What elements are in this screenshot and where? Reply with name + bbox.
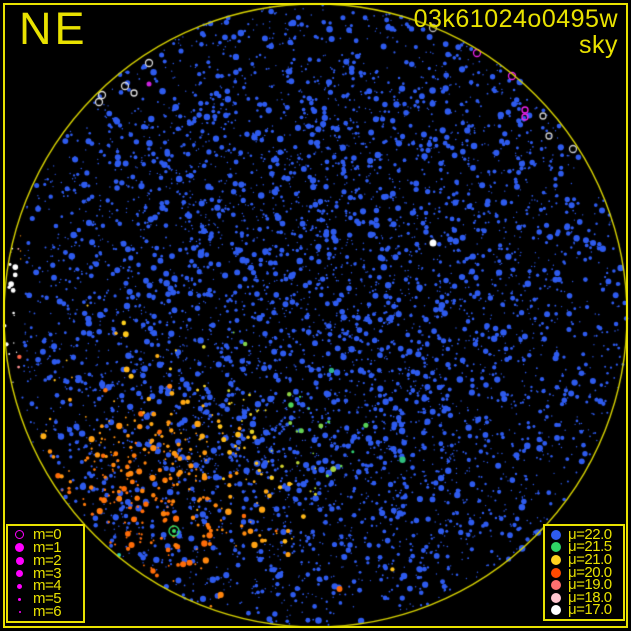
- legend-label: μ=21.0: [568, 550, 612, 568]
- sky-label: sky: [579, 31, 618, 59]
- field-title: 03k61024o0495w: [413, 5, 618, 33]
- legend-label: m=1: [33, 538, 62, 556]
- legend-row-m3: m=3: [8, 564, 83, 582]
- legend-label: m=2: [33, 551, 62, 569]
- m6-marker-icon: [18, 611, 21, 614]
- legend-label: m=5: [33, 590, 62, 608]
- legend-row-mu21: μ=21.0: [545, 550, 623, 568]
- legend-label: m=3: [33, 564, 62, 582]
- m4-marker-icon: [17, 583, 22, 589]
- magnitude-legend: m=0 m=1 m=2 m=3 m=4 m=5 m=6: [6, 524, 85, 623]
- legend-row-mu19: μ=19.0: [545, 576, 623, 594]
- mu-22-marker-icon: [550, 529, 561, 540]
- legend-row-mu17: μ=17.0: [545, 601, 623, 619]
- legend-row-m6: m=6: [8, 603, 83, 621]
- mu-17-marker-icon: [550, 605, 561, 616]
- mu-18-marker-icon: [550, 592, 561, 603]
- m3-marker-icon: [16, 570, 23, 577]
- title-block: 03k61024o0495w sky: [414, 6, 618, 58]
- legend-row-m1: m=1: [8, 538, 83, 556]
- m5-marker-icon: [17, 597, 22, 601]
- legend-label: μ=18.0: [568, 588, 612, 606]
- legend-row-m0: m=0: [8, 525, 83, 543]
- legend-row-mu21-5: μ=21.5: [545, 538, 623, 556]
- mu-20-marker-icon: [550, 567, 561, 578]
- m1-marker-icon: [15, 543, 24, 553]
- mu-21-marker-icon: [550, 554, 561, 565]
- legend-row-m4: m=4: [8, 577, 83, 595]
- legend-row-mu20: μ=20.0: [545, 563, 623, 581]
- legend-label: μ=21.5: [568, 538, 612, 556]
- legend-row-mu22: μ=22.0: [545, 525, 623, 543]
- legend-label: μ=22.0: [568, 525, 612, 543]
- legend-label: μ=19.0: [568, 576, 612, 594]
- orientation-label: NE: [19, 3, 88, 54]
- legend-label: μ=20.0: [568, 563, 612, 581]
- m0-marker-icon: [15, 530, 24, 540]
- legend-label: m=4: [33, 577, 62, 595]
- legend-row-m2: m=2: [8, 551, 83, 569]
- legend-label: m=6: [33, 603, 62, 621]
- legend-row-mu18: μ=18.0: [545, 588, 623, 606]
- m2-marker-icon: [15, 556, 24, 565]
- surface-brightness-legend: μ=22.0 μ=21.5 μ=21.0 μ=20.0 μ=19.0 μ=18.…: [543, 524, 625, 621]
- mu-21-5-marker-icon: [550, 542, 561, 553]
- legend-row-m5: m=5: [8, 590, 83, 608]
- legend-label: μ=17.0: [568, 601, 612, 619]
- legend-label: m=0: [33, 525, 62, 543]
- mu-19-marker-icon: [550, 580, 561, 591]
